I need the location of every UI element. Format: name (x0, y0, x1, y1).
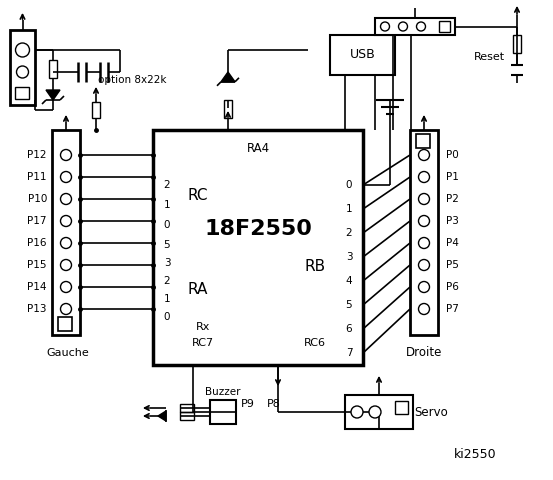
Bar (49, 60, 57, 78)
Text: P2: P2 (446, 194, 459, 204)
Polygon shape (221, 72, 235, 82)
Text: Gauche: Gauche (46, 348, 90, 358)
Text: RA: RA (188, 283, 208, 298)
Text: P0: P0 (446, 150, 459, 160)
Circle shape (60, 238, 71, 249)
Text: P17: P17 (28, 216, 47, 226)
Circle shape (60, 303, 71, 314)
Text: P8: P8 (267, 399, 281, 409)
Text: 0: 0 (164, 220, 170, 230)
Text: P3: P3 (446, 216, 459, 226)
Text: RA4: RA4 (247, 142, 269, 155)
Text: 2: 2 (164, 276, 170, 286)
Text: P5: P5 (446, 260, 459, 270)
Text: P7: P7 (446, 304, 459, 314)
Circle shape (60, 216, 71, 227)
Text: 3: 3 (346, 252, 352, 262)
Text: 4: 4 (346, 276, 352, 286)
Circle shape (419, 149, 430, 160)
Text: 0: 0 (164, 312, 170, 322)
Circle shape (17, 66, 29, 78)
Bar (210, 400, 236, 424)
Text: P13: P13 (28, 304, 47, 314)
Text: 1: 1 (164, 294, 170, 304)
Bar (330, 35, 395, 75)
Text: USB: USB (349, 48, 375, 61)
Bar (345, 395, 413, 429)
Circle shape (419, 193, 430, 204)
Circle shape (351, 406, 363, 418)
Bar (439, 21, 450, 32)
Text: option 8x22k: option 8x22k (98, 75, 166, 85)
Text: RC: RC (188, 188, 208, 203)
Circle shape (380, 22, 389, 31)
Text: RB: RB (305, 259, 326, 274)
Circle shape (15, 43, 29, 57)
Bar (180, 404, 194, 412)
Circle shape (399, 22, 408, 31)
Text: P6: P6 (446, 282, 459, 292)
Circle shape (60, 281, 71, 292)
Text: P16: P16 (28, 238, 47, 248)
Bar (15, 87, 29, 99)
Text: P9: P9 (241, 399, 255, 409)
Circle shape (60, 149, 71, 160)
Text: 2: 2 (346, 228, 352, 238)
Text: 6: 6 (346, 324, 352, 334)
Text: P15: P15 (28, 260, 47, 270)
Text: Droite: Droite (406, 347, 442, 360)
Text: RC6: RC6 (304, 338, 326, 348)
Polygon shape (46, 90, 60, 100)
Text: 18F2550: 18F2550 (204, 219, 312, 239)
Text: 2: 2 (164, 180, 170, 190)
Text: RC7: RC7 (192, 338, 214, 348)
Bar (375, 18, 455, 35)
Text: Rx: Rx (196, 322, 210, 332)
Circle shape (419, 281, 430, 292)
Text: P14: P14 (28, 282, 47, 292)
Bar (92, 102, 100, 118)
Circle shape (416, 22, 425, 31)
Text: Buzzer: Buzzer (205, 387, 241, 397)
Text: P4: P4 (446, 238, 459, 248)
Text: Servo: Servo (414, 406, 448, 419)
Bar (153, 130, 363, 365)
Text: 5: 5 (346, 300, 352, 310)
Text: Reset: Reset (474, 52, 505, 62)
Text: P10: P10 (28, 194, 47, 204)
Text: 3: 3 (164, 258, 170, 268)
Bar (10, 30, 35, 105)
Circle shape (419, 171, 430, 182)
Circle shape (60, 260, 71, 271)
Text: 1: 1 (346, 204, 352, 214)
Bar (58, 317, 72, 331)
Circle shape (60, 193, 71, 204)
Text: 7: 7 (346, 348, 352, 358)
Text: P1: P1 (446, 172, 459, 182)
Text: 1: 1 (164, 200, 170, 210)
Text: ki2550: ki2550 (453, 448, 496, 461)
Text: 5: 5 (164, 240, 170, 250)
Bar (52, 130, 80, 335)
Circle shape (369, 406, 381, 418)
Text: 0: 0 (346, 180, 352, 190)
Circle shape (419, 238, 430, 249)
Bar (180, 412, 194, 420)
Circle shape (419, 303, 430, 314)
Bar (416, 134, 430, 148)
Bar (410, 130, 438, 335)
Bar (513, 35, 521, 53)
Bar (395, 401, 408, 414)
Bar (224, 100, 232, 118)
Text: P12: P12 (28, 150, 47, 160)
Text: P11: P11 (28, 172, 47, 182)
Circle shape (419, 216, 430, 227)
Polygon shape (158, 411, 166, 421)
Circle shape (60, 171, 71, 182)
Circle shape (419, 260, 430, 271)
